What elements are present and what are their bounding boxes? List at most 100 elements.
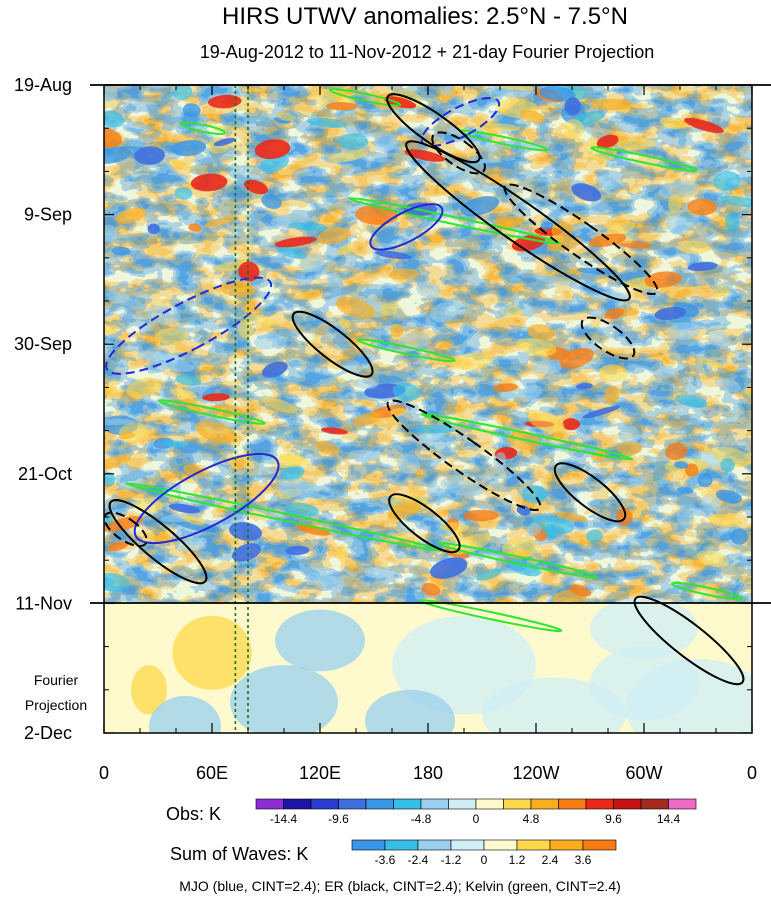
obs-anomaly-blob [687,262,718,272]
mjo-contour [420,97,501,147]
obs-anomaly-blob [213,137,236,147]
kelvin-contour [590,146,698,172]
obs-anomaly-blob [674,461,689,469]
obs-anomaly-blob [697,357,725,369]
obs-anomaly-blob [522,385,543,400]
axes: 0 60E 120E 180 120W 60W 0 19-Aug 9-Sep 30-Sep 21-O… [14,75,757,783]
obs-anomaly-blob [564,97,581,116]
obs-anomaly-blob [105,292,145,309]
obs-anomaly-blob [562,418,580,431]
projection-label-line1: Fourier [34,672,79,688]
y-tick-label: 9-Sep [24,205,72,225]
chart-title: HIRS UTWV anomalies: 2.5°N - 7.5°N [222,3,628,30]
mjo-contour [105,276,273,375]
obs-colorbar-swatch [503,798,532,810]
obs-anomaly-blob [413,424,457,434]
obs-anomaly-blob [571,183,602,202]
obs-anomaly-blob [254,139,291,160]
obs-anomaly-blob [338,318,352,329]
waves-colorbar-swatch [516,839,551,851]
obs-anomaly-blob [492,383,518,393]
obs-anomaly-blob [440,477,484,497]
obs-anomaly-blob [104,110,125,128]
obs-anomaly-blob [438,85,453,97]
er-contour [386,399,542,512]
mjo-contours [105,97,501,545]
kelvin-contour [158,399,266,425]
obs-anomaly-blob [182,515,206,526]
obs-colorbar-swatch [420,798,449,810]
x-tick-label: 60W [625,763,662,783]
obs-anomaly-blob [336,543,349,563]
obs-anomaly-blob [586,529,603,544]
obs-anomaly-blob [421,583,441,596]
mjo-contour [133,452,280,545]
obs-anomaly-blob [173,85,193,101]
obs-colorbar-swatch [475,798,504,810]
obs-anomaly-blob [392,382,421,401]
waves-colorbar-tick-label: 3.6 [575,853,592,867]
obs-anomaly-blob [229,522,262,541]
kelvin-contour [348,197,562,245]
obs-anomaly-blob [351,412,381,427]
waves-colorbar-tick-label: 2.4 [542,853,559,867]
er-contour [386,93,481,164]
obs-anomaly-blob [326,273,343,288]
obs-anomaly-blob [684,117,724,134]
obs-anomaly-blob [630,476,645,487]
obs-anomaly-blob [219,281,256,298]
obs-anomaly-blob [213,125,237,133]
obs-anomaly-blob [532,273,576,287]
obs-anomaly-blob [576,267,618,275]
obs-anomaly-blob [104,573,131,592]
waves-colorbar-tick-label: 0 [481,853,488,867]
kelvin-contour [179,121,227,135]
footnote: MJO (blue, CINT=2.4); ER (black, CINT=2.… [179,878,621,894]
obs-anomaly-blob [504,305,524,318]
obs-anomaly-blob [176,537,208,552]
obs-anomaly-blob [744,386,752,397]
y-tick-label: 21-Oct [18,464,72,484]
projection-anomaly-blob [275,609,365,672]
x-tick-label: 0 [99,763,109,783]
obs-anomaly-blob [659,117,685,129]
waves-colorbar-swatch [351,839,386,851]
obs-anomaly-blob [338,133,369,151]
obs-anomaly-blob [104,324,120,337]
obs-anomaly-blob [168,159,194,170]
projection-label-line2: Projection [25,697,87,713]
obs-anomaly-blob [415,281,441,298]
obs-anomaly-blob [188,223,202,232]
obs-anomaly-blob [146,305,181,325]
x-tick-label: 180 [413,763,443,783]
obs-anomaly-blob [373,133,398,152]
obs-anomaly-blob [596,134,619,149]
projection-anomaly-blob [131,665,167,715]
obs-anomaly-blob [588,233,627,248]
obs-anomaly-blob [430,302,459,323]
obs-anomaly-blob [284,502,320,517]
obs-anomaly-blob [276,215,292,226]
kelvin-contour [328,88,402,107]
obs-anomaly-blob [254,333,282,350]
obs-anomaly-blob [429,557,468,579]
x-tick-label: 60E [196,763,228,783]
projection-anomaly-blob [626,658,752,733]
obs-anomaly-blob [452,352,494,371]
obs-anomaly-blob [328,149,369,163]
waves-colorbar-swatch [417,839,452,851]
obs-anomaly-blob [352,378,379,389]
obs-anomaly-blob [104,127,123,149]
obs-anomaly-blob [274,453,304,468]
obs-anomaly-blob [616,441,642,456]
obs-anomaly-blob [261,194,282,209]
obs-colorbar-swatch [558,798,587,810]
obs-anomaly-blob [174,186,193,200]
kelvin-contour [670,581,744,601]
obs-anomaly-blob [665,442,688,461]
obs-anomaly-blob [242,313,281,327]
waves-colorbar-tick-label: -1.2 [441,853,462,867]
obs-anomaly-blob [285,545,310,556]
obs-anomaly-blob [238,320,254,339]
obs-anomaly-blob [288,222,329,231]
